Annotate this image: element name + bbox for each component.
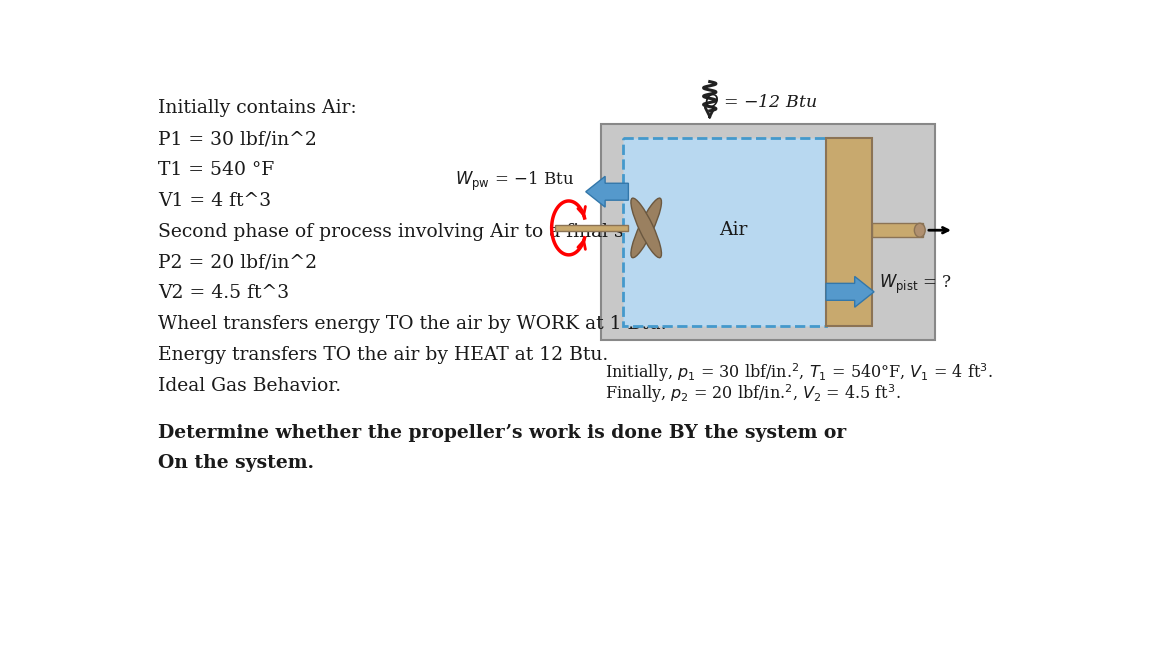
Text: On the system.: On the system. — [158, 454, 314, 472]
Ellipse shape — [631, 198, 661, 258]
FancyArrow shape — [826, 277, 874, 307]
Text: Air: Air — [719, 221, 748, 239]
Text: Second phase of process involving Air to a final state:: Second phase of process involving Air to… — [158, 222, 667, 240]
Text: P1 = 30 lbf/in^2: P1 = 30 lbf/in^2 — [158, 130, 317, 148]
Text: Energy transfers TO the air by HEAT at 12 Btu.: Energy transfers TO the air by HEAT at 1… — [158, 346, 608, 364]
Text: $Q$ = −12 Btu: $Q$ = −12 Btu — [704, 91, 817, 111]
Bar — [601, 124, 934, 340]
Text: Initially contains Air:: Initially contains Air: — [158, 99, 357, 117]
Text: Initially, $p_1$ = 30 lbf/in.$^2$, $T_1$ = 540°F, $V_1$ = 4 ft$^3$.: Initially, $p_1$ = 30 lbf/in.$^2$, $T_1$… — [605, 361, 993, 384]
Text: P2 = 20 lbf/in^2: P2 = 20 lbf/in^2 — [158, 253, 317, 272]
Ellipse shape — [631, 198, 661, 258]
Bar — [623, 138, 826, 326]
Text: Ideal Gas Behavior.: Ideal Gas Behavior. — [158, 376, 341, 395]
Bar — [872, 224, 923, 237]
Bar — [826, 138, 872, 326]
Text: V2 = 4.5 ft^3: V2 = 4.5 ft^3 — [158, 284, 289, 302]
Text: $W_\mathrm{pw}$ = −1 Btu: $W_\mathrm{pw}$ = −1 Btu — [455, 170, 574, 193]
Text: Wheel transfers energy TO the air by WORK at 1 Btu.: Wheel transfers energy TO the air by WOR… — [158, 315, 667, 333]
Text: $W_\mathrm{pist}$ = ?: $W_\mathrm{pist}$ = ? — [879, 273, 952, 295]
Text: V1 = 4 ft^3: V1 = 4 ft^3 — [158, 192, 271, 210]
Ellipse shape — [915, 224, 925, 237]
FancyArrow shape — [585, 176, 628, 207]
Text: Determine whether the propeller’s work is done BY the system or: Determine whether the propeller’s work i… — [158, 424, 847, 442]
Text: T1 = 540 °F: T1 = 540 °F — [158, 161, 274, 179]
Bar — [555, 225, 628, 231]
Text: Finally, $p_2$ = 20 lbf/in.$^2$, $V_2$ = 4.5 ft$^3$.: Finally, $p_2$ = 20 lbf/in.$^2$, $V_2$ =… — [605, 382, 901, 404]
